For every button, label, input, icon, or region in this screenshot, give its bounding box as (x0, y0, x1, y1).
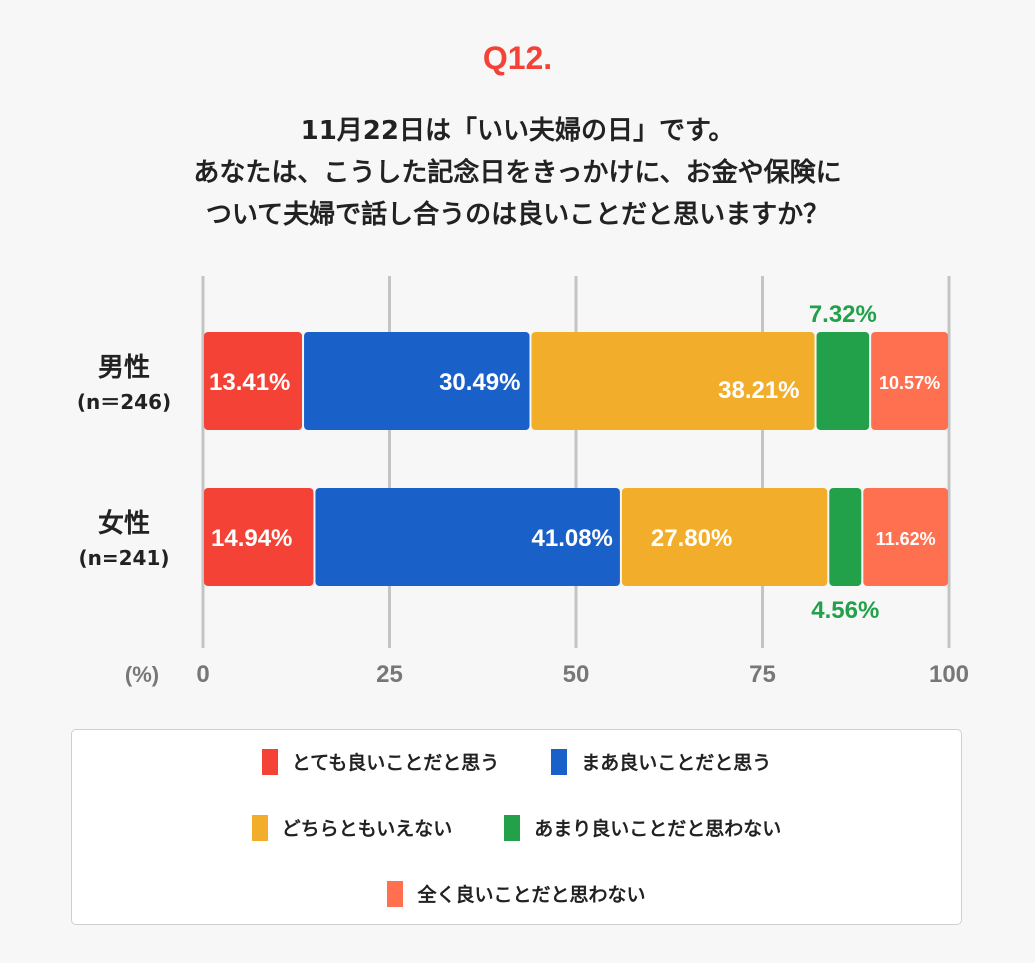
legend-swatch (251, 814, 268, 841)
x-tick-label: 75 (749, 661, 776, 688)
data-label: 4.56% (811, 597, 879, 624)
data-label: 7.32% (809, 301, 877, 328)
legend-label: とても良いことだと思う (291, 752, 500, 774)
title-line: ついて夫婦で話し合うのは良いことだと思いますか？ (205, 200, 830, 230)
x-tick-label: 50 (563, 661, 590, 688)
data-label: 11.62% (876, 529, 936, 549)
category-label: 女性 (98, 508, 150, 539)
data-label: 41.08% (532, 525, 613, 552)
category-n-label: (n=241) (78, 546, 169, 570)
legend: とても良いことだと思う まあ良いことだと思う どちらともいえない あまり良いこと… (71, 729, 962, 925)
category-label: 男性 (98, 353, 150, 383)
data-label: 14.94% (211, 525, 292, 552)
legend-swatch (387, 880, 404, 907)
bar-segment (315, 488, 620, 586)
stacked-bar-chart: 0 25 50 75 100 (%) 男性 (n＝246) 13.41% 30.49% 38.21%… (77, 276, 969, 688)
legend-row: 全く良いことだと思わない (72, 880, 961, 907)
bar-segment (621, 488, 828, 586)
bar-segment (304, 332, 530, 430)
legend-item: まあ良いことだと思う (551, 748, 771, 775)
legend-label: どちらともいえない (281, 818, 453, 840)
data-label: 27.80% (651, 525, 732, 552)
question-number: Q12. (482, 40, 553, 76)
title-line: 11月22日は「いい夫婦の日」です。 (300, 116, 735, 146)
legend-item: あまり良いことだと思わない (504, 814, 781, 841)
legend-row: とても良いことだと思う まあ良いことだと思う (72, 748, 961, 775)
chart-title: 11月22日は「いい夫婦の日」です。 あなたは、こうした記念日をきっかけに、お金… (0, 110, 1035, 236)
legend-label: あまり良いことだと思わない (534, 818, 782, 840)
legend-row: どちらともいえない あまり良いことだと思わない (72, 814, 961, 841)
category-n-label: (n＝246) (77, 390, 171, 414)
legend-swatch (504, 814, 521, 841)
data-label: 38.21% (718, 377, 799, 404)
data-label: 13.41% (209, 369, 290, 396)
legend-item: とても良いことだと思う (261, 748, 500, 775)
legend-swatch (551, 748, 568, 775)
bar-segment (829, 488, 862, 586)
title-line: あなたは、こうした記念日をきっかけに、お金や保険に (193, 158, 842, 188)
legend-label: 全く良いことだと思わない (417, 884, 646, 906)
bar-segment (816, 332, 870, 430)
x-tick-label: 25 (376, 661, 403, 688)
legend-item: 全く良いことだと思わない (387, 880, 646, 907)
legend-item: どちらともいえない (251, 814, 453, 841)
bar-segment (204, 332, 303, 430)
data-label: 30.49% (439, 369, 520, 396)
x-tick-label: 0 (196, 661, 209, 688)
bar-segment (863, 488, 948, 586)
bar-segment (531, 332, 815, 430)
bar-segment (871, 332, 948, 430)
legend-swatch (261, 748, 278, 775)
legend-label: まあ良いことだと思う (581, 752, 772, 774)
bar-segment (204, 488, 314, 586)
data-label: 10.57% (879, 373, 940, 393)
x-axis-label: (%) (125, 662, 159, 687)
x-tick-label: 100 (929, 661, 969, 688)
